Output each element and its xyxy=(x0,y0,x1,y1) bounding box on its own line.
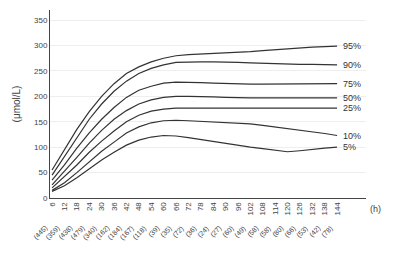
svg-text:18: 18 xyxy=(72,202,81,211)
svg-text:6: 6 xyxy=(48,202,57,207)
svg-text:42: 42 xyxy=(122,202,131,211)
svg-text:(359): (359) xyxy=(44,224,61,241)
svg-text:132: 132 xyxy=(308,202,317,216)
svg-text:102: 102 xyxy=(246,202,255,216)
svg-text:108: 108 xyxy=(258,202,267,216)
svg-text:75%: 75% xyxy=(343,79,361,89)
svg-text:25%: 25% xyxy=(343,103,361,113)
svg-text:(66): (66) xyxy=(283,225,297,239)
svg-text:50: 50 xyxy=(38,168,47,177)
svg-text:48: 48 xyxy=(134,202,143,211)
svg-text:250: 250 xyxy=(34,67,48,76)
svg-text:(445): (445) xyxy=(32,224,49,241)
svg-text:350: 350 xyxy=(34,16,48,25)
svg-text:(167): (167) xyxy=(118,225,135,242)
svg-text:(53): (53) xyxy=(295,225,309,239)
svg-text:72: 72 xyxy=(184,202,193,211)
svg-text:(78): (78) xyxy=(320,225,334,239)
svg-text:138: 138 xyxy=(320,202,329,216)
svg-text:100: 100 xyxy=(34,143,48,152)
svg-text:36: 36 xyxy=(110,202,119,211)
svg-text:(118): (118) xyxy=(131,225,148,242)
svg-text:126: 126 xyxy=(296,202,305,216)
svg-text:(479): (479) xyxy=(69,224,86,241)
svg-text:(162): (162) xyxy=(94,224,111,241)
svg-text:95%: 95% xyxy=(343,41,361,51)
svg-text:(72): (72) xyxy=(171,225,185,239)
svg-text:(μmol/L): (μmol/L) xyxy=(11,86,22,123)
svg-text:66: 66 xyxy=(172,202,181,211)
svg-text:114: 114 xyxy=(271,202,280,215)
svg-text:(58): (58) xyxy=(246,224,260,238)
svg-text:30: 30 xyxy=(97,202,106,211)
svg-text:(39): (39) xyxy=(147,224,161,238)
svg-text:90: 90 xyxy=(221,202,230,211)
svg-text:(58): (58) xyxy=(258,225,272,239)
svg-text:(438): (438) xyxy=(57,224,74,241)
svg-text:(h): (h) xyxy=(370,204,381,214)
svg-text:24: 24 xyxy=(85,202,94,211)
svg-text:120: 120 xyxy=(283,202,292,216)
svg-text:300: 300 xyxy=(34,41,48,50)
svg-text:90%: 90% xyxy=(343,60,361,70)
svg-text:96: 96 xyxy=(234,202,243,211)
svg-text:200: 200 xyxy=(34,92,48,101)
svg-text:(60): (60) xyxy=(221,225,235,239)
svg-text:(340): (340) xyxy=(81,225,98,242)
svg-text:5%: 5% xyxy=(343,142,356,152)
svg-text:(80): (80) xyxy=(271,224,285,238)
svg-text:144: 144 xyxy=(333,202,342,216)
svg-text:78: 78 xyxy=(196,202,205,211)
svg-text:(42): (42) xyxy=(308,224,322,238)
svg-text:50%: 50% xyxy=(343,93,361,103)
svg-text:(184): (184) xyxy=(106,224,123,241)
svg-text:84: 84 xyxy=(209,202,218,211)
svg-text:12: 12 xyxy=(60,202,69,211)
svg-text:10%: 10% xyxy=(343,131,361,141)
svg-text:(49): (49) xyxy=(233,225,247,239)
svg-text:(24): (24) xyxy=(196,225,210,239)
svg-text:150: 150 xyxy=(34,118,48,127)
svg-text:60: 60 xyxy=(159,202,168,211)
svg-text:(36): (36) xyxy=(184,224,198,238)
svg-text:(35): (35) xyxy=(159,225,173,239)
svg-text:54: 54 xyxy=(147,202,156,211)
svg-text:(27): (27) xyxy=(209,224,223,238)
svg-text:0: 0 xyxy=(43,194,48,203)
